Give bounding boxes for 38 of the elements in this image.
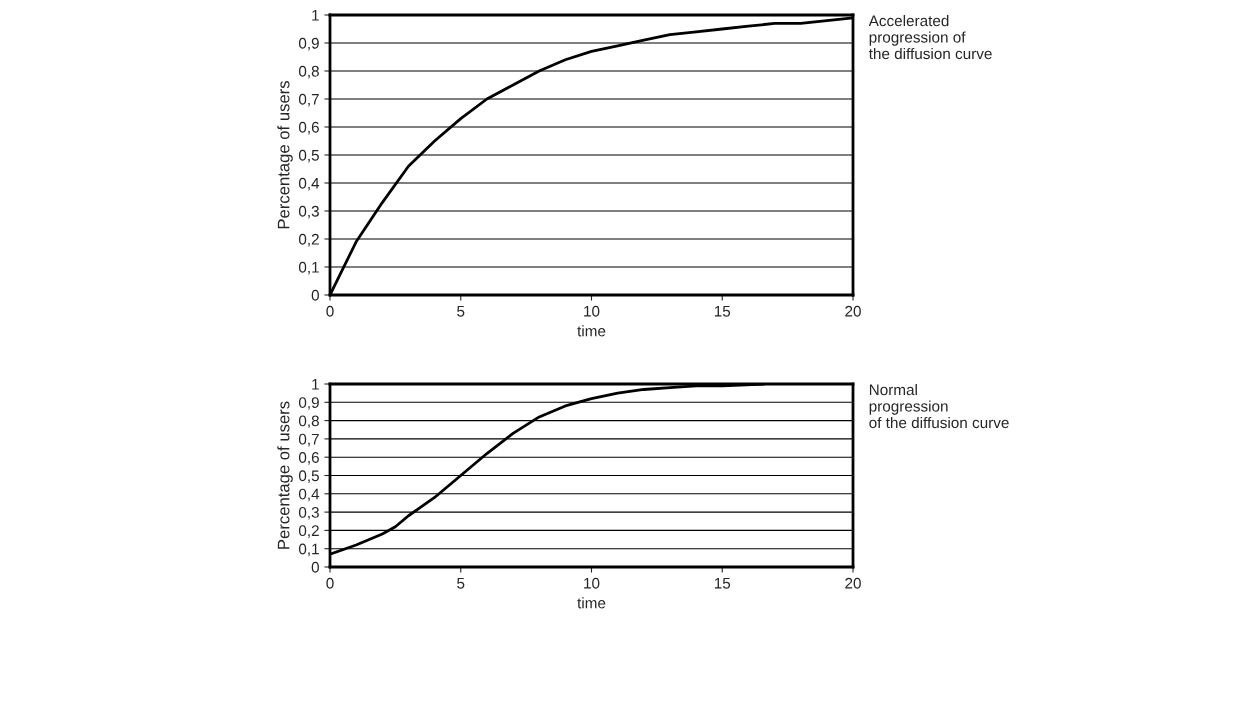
- y-tick-label: 0,3: [298, 506, 319, 520]
- x-tick-label: 5: [457, 305, 465, 317]
- x-axis-title: time: [577, 597, 606, 609]
- x-axis-title: time: [577, 325, 606, 337]
- y-tick-label: 0,1: [298, 543, 319, 557]
- y-tick-label: 0,2: [298, 233, 319, 247]
- y-tick-label: 0,5: [298, 470, 319, 483]
- x-tick-label: 5: [457, 577, 465, 589]
- x-tick-label: 20: [845, 305, 861, 317]
- y-tick-label: 0,3: [298, 205, 319, 219]
- y-axis-title: Percentage of users: [277, 401, 293, 549]
- x-tick-label: 0: [326, 305, 334, 317]
- y-tick-label: 1: [312, 379, 319, 390]
- x-tick-label: 10: [584, 577, 600, 589]
- x-tick-label: 0: [326, 577, 334, 589]
- text: Accelerated progression of the diffusion curve: [868, 15, 992, 60]
- y-tick-label: 0,1: [298, 261, 319, 275]
- y-tick-label: 0,2: [298, 525, 319, 538]
- y-tick-label: 0,6: [298, 452, 319, 465]
- x-tick-label: 15: [714, 577, 731, 589]
- y-tick-label: 0: [311, 561, 319, 573]
- x-tick-label: 15: [714, 305, 731, 317]
- y-tick-label: 0,6: [298, 121, 319, 135]
- y-tick-label: 1: [312, 10, 319, 21]
- y-tick-label: 0,4: [298, 177, 320, 191]
- y-tick-label: 0: [311, 289, 319, 301]
- x-tick-label: 20: [845, 577, 861, 589]
- text: Normal progression of the diffusion curve: [869, 384, 1009, 429]
- y-tick-label: 0,7: [298, 433, 319, 447]
- x-tick-label: 10: [584, 305, 600, 317]
- y-axis-title: Percentage of users: [277, 81, 293, 229]
- y-tick-label: 0,7: [298, 93, 319, 107]
- y-tick-label: 0,9: [298, 397, 319, 410]
- y-tick-label: 0,9: [298, 37, 319, 51]
- y-tick-label: 0,4: [298, 488, 320, 502]
- y-tick-label: 0,5: [298, 149, 319, 163]
- y-tick-label: 0,8: [298, 65, 319, 79]
- y-tick-label: 0,8: [298, 415, 319, 429]
